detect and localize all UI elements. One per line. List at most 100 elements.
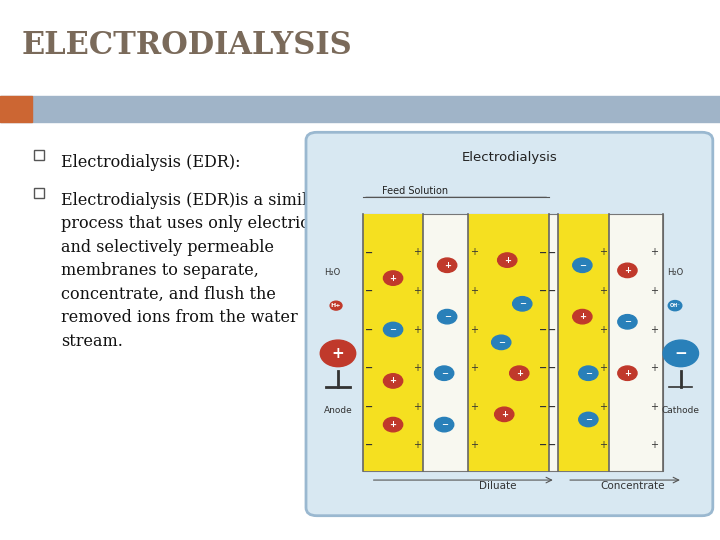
Text: +: + [413, 363, 421, 373]
Text: +: + [470, 247, 478, 258]
Text: +: + [470, 402, 478, 411]
Text: +: + [390, 420, 397, 429]
Text: +: + [504, 255, 510, 265]
Text: −: − [519, 299, 526, 308]
Text: +: + [650, 286, 659, 296]
Text: −: − [548, 325, 557, 334]
Text: +: + [599, 440, 608, 450]
Text: +: + [624, 369, 631, 377]
Circle shape [510, 366, 529, 380]
Text: ELECTRODIALYSIS: ELECTRODIALYSIS [22, 30, 352, 60]
Text: +: + [470, 363, 478, 373]
Circle shape [435, 417, 454, 432]
Circle shape [579, 366, 598, 380]
Text: +: + [650, 247, 659, 258]
Circle shape [579, 412, 598, 427]
Text: Electrodialysis: Electrodialysis [462, 151, 557, 164]
Text: −: − [539, 402, 547, 411]
Text: +: + [500, 410, 508, 419]
Text: −: − [441, 420, 448, 429]
Text: +: + [390, 376, 397, 386]
Circle shape [495, 407, 514, 422]
Text: −: − [539, 325, 547, 334]
Text: −: − [441, 369, 448, 377]
Text: −: − [365, 325, 373, 334]
Text: −: − [539, 286, 547, 296]
Text: Cathode: Cathode [662, 406, 700, 415]
Bar [0, 96, 720, 122]
Text: +: + [624, 266, 631, 275]
Text: +: + [650, 363, 659, 373]
Bar [34, 150, 44, 160]
Text: −: − [548, 247, 557, 258]
Text: +: + [579, 312, 586, 321]
Circle shape [384, 271, 402, 285]
Circle shape [618, 263, 637, 278]
Text: −: − [675, 346, 687, 361]
Circle shape [438, 309, 456, 324]
Text: +: + [413, 247, 421, 258]
Text: +: + [516, 369, 523, 377]
Circle shape [513, 296, 532, 311]
Text: +: + [650, 402, 659, 411]
Text: +: + [650, 325, 659, 334]
Circle shape [618, 366, 637, 380]
Text: +: + [650, 440, 659, 450]
Text: −: − [390, 325, 397, 334]
Text: +: + [599, 402, 608, 411]
Text: −: − [548, 402, 557, 411]
Circle shape [384, 417, 402, 432]
Circle shape [618, 315, 637, 329]
Text: H₂O: H₂O [324, 268, 341, 277]
Text: +: + [413, 325, 421, 334]
Text: −: − [365, 286, 373, 296]
Text: −: − [585, 415, 592, 424]
Text: −: − [548, 286, 557, 296]
Text: Concentrate: Concentrate [600, 481, 665, 490]
Text: −: − [444, 312, 451, 321]
Text: +: + [413, 286, 421, 296]
Circle shape [438, 258, 456, 273]
Circle shape [330, 301, 342, 310]
Text: Electrodialysis (EDR)is a similar
process that uses only electricity
and selecti: Electrodialysis (EDR)is a similar proces… [61, 192, 330, 350]
Bar [363, 214, 664, 471]
Text: +: + [470, 325, 478, 334]
Text: +: + [413, 440, 421, 450]
Text: OH⁻: OH⁻ [670, 303, 680, 308]
Text: −: − [548, 363, 557, 373]
Bar [34, 188, 44, 198]
Text: +: + [444, 261, 451, 270]
Circle shape [668, 301, 682, 310]
Text: +: + [470, 286, 478, 296]
Bar [558, 214, 609, 471]
Text: −: − [539, 363, 547, 373]
Bar [0, 96, 32, 122]
FancyBboxPatch shape [306, 132, 713, 516]
Circle shape [384, 374, 402, 388]
Text: −: − [624, 318, 631, 326]
Circle shape [572, 258, 592, 273]
Text: +: + [599, 286, 608, 296]
Text: +: + [470, 440, 478, 450]
Circle shape [435, 366, 454, 380]
Bar [468, 214, 549, 471]
Circle shape [492, 335, 511, 349]
Text: H+: H+ [330, 303, 341, 308]
Circle shape [320, 340, 356, 367]
Text: H₂O: H₂O [667, 268, 683, 277]
Text: Electrodialysis (EDR):: Electrodialysis (EDR): [61, 154, 240, 171]
Circle shape [498, 253, 517, 267]
Text: −: − [365, 440, 373, 450]
Circle shape [384, 322, 402, 337]
Text: +: + [599, 363, 608, 373]
Text: Anode: Anode [323, 406, 352, 415]
Text: −: − [585, 369, 592, 377]
Circle shape [663, 340, 698, 367]
Text: +: + [599, 247, 608, 258]
Text: −: − [365, 402, 373, 411]
Text: −: − [579, 261, 586, 270]
Text: +: + [390, 274, 397, 282]
Text: −: − [539, 247, 547, 258]
Text: −: − [365, 363, 373, 373]
Text: +: + [413, 402, 421, 411]
